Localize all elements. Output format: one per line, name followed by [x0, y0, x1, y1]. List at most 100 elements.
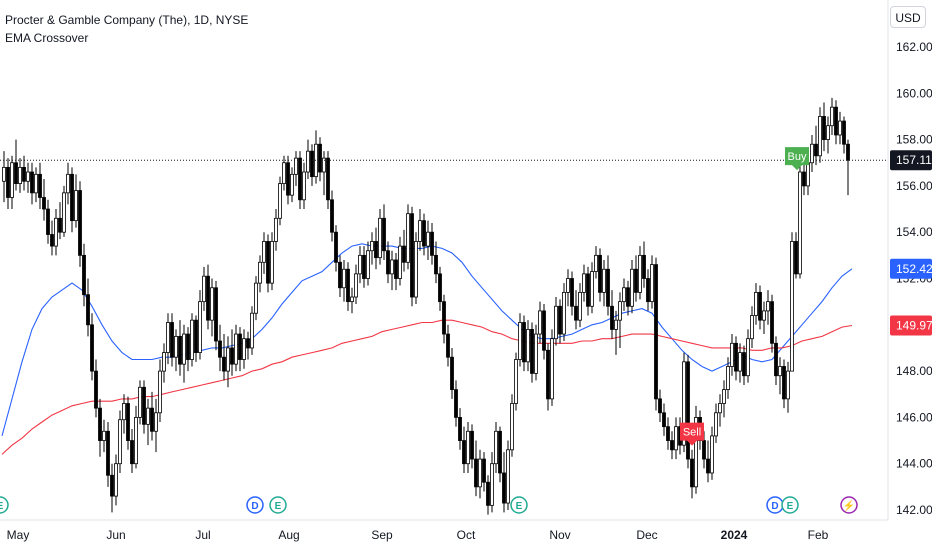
candle: [554, 297, 558, 346]
candle: [42, 178, 46, 221]
candle-body: [414, 241, 418, 298]
event-marker-letter[interactable]: E: [787, 501, 794, 512]
candle: [414, 232, 418, 304]
candle-body: [814, 143, 818, 157]
event-marker[interactable]: D: [246, 496, 264, 514]
candle-body: [206, 275, 210, 321]
candle: [334, 225, 338, 272]
candle-body: [574, 305, 578, 321]
currency-button[interactable]: USD: [890, 6, 926, 28]
price-label: 157.11: [890, 150, 932, 171]
candle: [730, 334, 734, 376]
candle: [194, 315, 198, 362]
candle-body: [818, 116, 822, 157]
candle-body: [802, 171, 806, 187]
candle-body: [166, 322, 170, 353]
candle: [638, 246, 642, 300]
candle-body: [722, 389, 726, 404]
candle: [646, 269, 650, 311]
candle-body: [834, 106, 838, 136]
candle-body: [690, 458, 694, 488]
buy-signal: Buy: [785, 147, 809, 171]
candle-body: [634, 268, 638, 293]
event-marker[interactable]: E: [781, 496, 799, 514]
candle-body: [718, 403, 722, 414]
candle: [742, 345, 746, 385]
candle-body: [618, 301, 622, 321]
event-marker-letter[interactable]: E: [516, 501, 523, 512]
event-marker[interactable]: E: [269, 496, 287, 514]
candle-body: [598, 254, 602, 293]
candle: [798, 158, 802, 279]
candle-body: [238, 333, 242, 360]
candle-body: [766, 301, 770, 312]
event-marker[interactable]: D: [766, 496, 784, 514]
event-marker[interactable]: E: [510, 496, 528, 514]
candle: [322, 151, 326, 196]
candle-body: [266, 241, 270, 284]
candle-body: [638, 254, 642, 293]
event-marker-letter[interactable]: E: [0, 501, 4, 512]
candle-body: [218, 340, 222, 358]
candle-body: [138, 386, 142, 418]
candle-body: [758, 291, 762, 321]
candle: [842, 116, 846, 154]
candle: [146, 398, 150, 446]
candle-body: [762, 310, 766, 321]
candle-body: [302, 171, 306, 201]
candle: [630, 259, 634, 314]
x-tick-label: May: [7, 528, 30, 542]
candle: [750, 306, 754, 348]
ema-fast-line: [1, 243, 853, 437]
candle: [122, 394, 126, 434]
candle: [746, 329, 750, 383]
candle-body: [14, 162, 18, 184]
candle: [178, 320, 182, 376]
candle-body: [30, 171, 34, 194]
candle: [558, 299, 562, 344]
candle-body: [110, 474, 114, 497]
candle-body: [182, 333, 186, 365]
candle: [530, 322, 534, 383]
candle: [170, 313, 174, 367]
candle: [266, 234, 270, 293]
candle: [562, 283, 566, 342]
candle-body: [586, 273, 590, 307]
event-marker[interactable]: E: [0, 496, 9, 514]
candle: [454, 380, 458, 427]
price-label-bg: [890, 258, 932, 279]
event-marker-circle[interactable]: [781, 496, 799, 514]
event-marker[interactable]: ⚡: [840, 496, 858, 514]
candle-body: [258, 261, 262, 284]
candle: [706, 440, 710, 483]
candle-body: [250, 312, 254, 349]
event-marker-letter[interactable]: D: [771, 501, 778, 512]
candle-body: [558, 305, 562, 335]
event-marker-circle[interactable]: [246, 496, 264, 514]
candle-body: [134, 416, 138, 465]
event-marker-circle[interactable]: [269, 496, 287, 514]
event-marker-letter[interactable]: ⚡: [843, 499, 855, 512]
event-marker-circle[interactable]: [510, 496, 528, 514]
event-marker-letter[interactable]: D: [251, 501, 258, 512]
event-marker-circle[interactable]: [840, 496, 858, 514]
candle-body: [186, 333, 190, 360]
candle-body: [354, 273, 358, 298]
candle-body: [146, 407, 150, 425]
candle-body: [554, 305, 558, 340]
candle: [22, 155, 26, 191]
candle: [106, 422, 110, 487]
candle-body: [778, 366, 782, 377]
event-marker-circle[interactable]: [0, 496, 9, 514]
candle-body: [306, 150, 310, 173]
candle: [246, 331, 250, 360]
candle-body: [422, 220, 426, 247]
candle: [830, 97, 834, 135]
candle: [262, 232, 266, 274]
candle-body: [126, 403, 130, 441]
price-label: 149.97: [890, 315, 932, 336]
event-marker-letter[interactable]: E: [275, 501, 282, 512]
candle: [618, 292, 622, 348]
